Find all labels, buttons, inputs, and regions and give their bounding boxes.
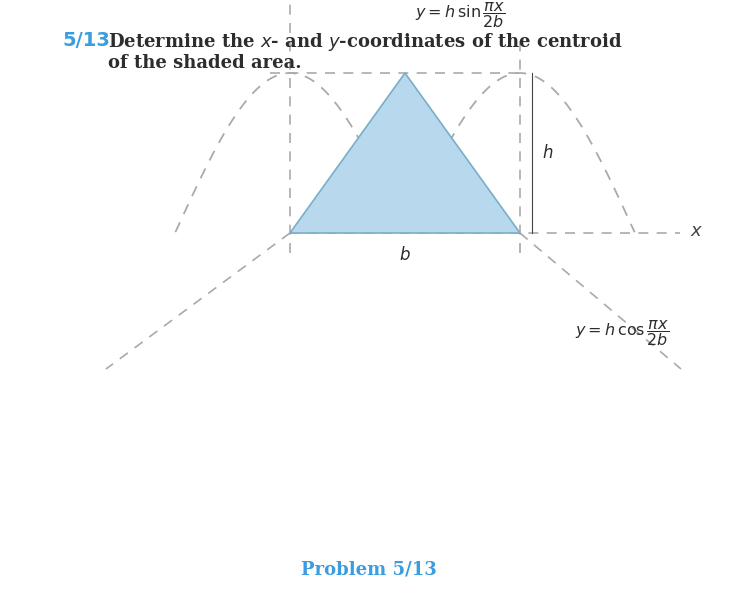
Text: $y = h\,\sin\dfrac{\pi x}{2b}$: $y = h\,\sin\dfrac{\pi x}{2b}$ [415, 0, 505, 30]
Text: Problem 5/13: Problem 5/13 [301, 560, 437, 578]
Text: of the shaded area.: of the shaded area. [108, 54, 302, 72]
Text: 5/13: 5/13 [62, 31, 110, 50]
Text: $x$: $x$ [690, 222, 703, 240]
Text: Determine the $x$- and $y$-coordinates of the centroid: Determine the $x$- and $y$-coordinates o… [108, 31, 623, 53]
Polygon shape [290, 73, 520, 233]
Text: $b$: $b$ [399, 246, 411, 264]
Text: $y = h\,\cos\dfrac{\pi x}{2b}$: $y = h\,\cos\dfrac{\pi x}{2b}$ [575, 318, 669, 348]
Text: $h$: $h$ [542, 144, 554, 162]
